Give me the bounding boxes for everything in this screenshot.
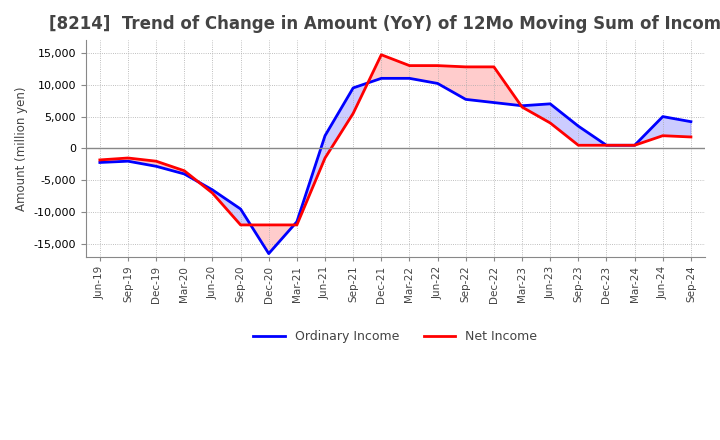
Ordinary Income bbox=[462, 97, 470, 102]
Legend: Ordinary Income, Net Income: Ordinary Income, Net Income bbox=[248, 325, 542, 348]
Net Income bbox=[292, 222, 301, 227]
Net Income bbox=[180, 168, 189, 173]
Ordinary Income bbox=[292, 219, 301, 224]
Ordinary Income bbox=[518, 103, 526, 108]
Net Income bbox=[602, 143, 611, 148]
Ordinary Income bbox=[96, 160, 104, 165]
Ordinary Income bbox=[659, 114, 667, 119]
Ordinary Income bbox=[433, 81, 442, 86]
Net Income bbox=[208, 191, 217, 196]
Ordinary Income bbox=[405, 76, 414, 81]
Y-axis label: Amount (million yen): Amount (million yen) bbox=[15, 86, 28, 211]
Ordinary Income bbox=[377, 76, 386, 81]
Line: Ordinary Income: Ordinary Income bbox=[100, 78, 691, 253]
Net Income bbox=[546, 120, 554, 125]
Ordinary Income bbox=[546, 101, 554, 106]
Net Income bbox=[630, 143, 639, 148]
Net Income bbox=[264, 222, 273, 227]
Ordinary Income bbox=[236, 206, 245, 212]
Ordinary Income bbox=[349, 85, 358, 91]
Ordinary Income bbox=[124, 158, 132, 164]
Ordinary Income bbox=[152, 164, 161, 169]
Net Income bbox=[462, 64, 470, 70]
Ordinary Income bbox=[687, 119, 696, 125]
Net Income bbox=[518, 104, 526, 110]
Net Income bbox=[377, 52, 386, 57]
Net Income bbox=[687, 134, 696, 139]
Line: Net Income: Net Income bbox=[100, 55, 691, 225]
Net Income bbox=[659, 133, 667, 138]
Ordinary Income bbox=[208, 187, 217, 193]
Net Income bbox=[96, 157, 104, 162]
Ordinary Income bbox=[602, 143, 611, 148]
Net Income bbox=[320, 155, 329, 161]
Net Income bbox=[152, 158, 161, 164]
Ordinary Income bbox=[320, 133, 329, 138]
Net Income bbox=[236, 222, 245, 227]
Net Income bbox=[574, 143, 582, 148]
Net Income bbox=[349, 111, 358, 116]
Net Income bbox=[405, 63, 414, 68]
Net Income bbox=[433, 63, 442, 68]
Net Income bbox=[490, 64, 498, 70]
Ordinary Income bbox=[574, 124, 582, 129]
Ordinary Income bbox=[180, 171, 189, 176]
Title: [8214]  Trend of Change in Amount (YoY) of 12Mo Moving Sum of Incomes: [8214] Trend of Change in Amount (YoY) o… bbox=[49, 15, 720, 33]
Ordinary Income bbox=[630, 143, 639, 148]
Ordinary Income bbox=[264, 251, 273, 256]
Ordinary Income bbox=[490, 100, 498, 105]
Net Income bbox=[124, 155, 132, 161]
